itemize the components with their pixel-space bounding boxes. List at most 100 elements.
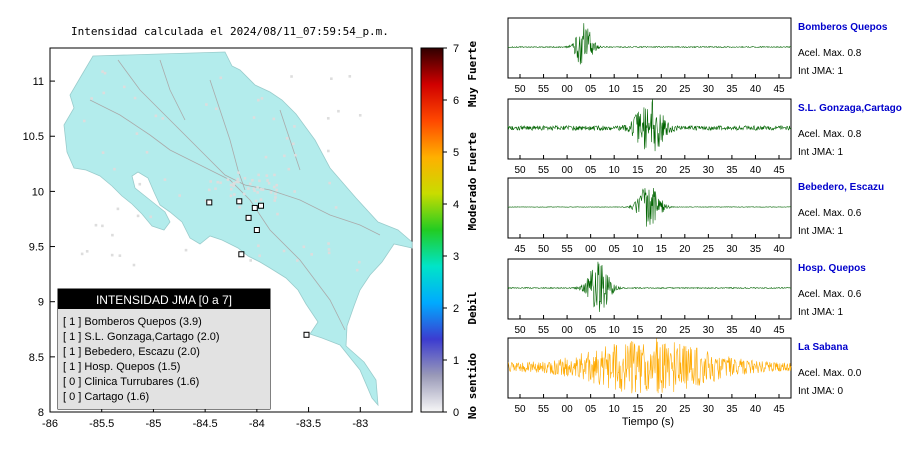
legend-header (58, 289, 270, 309)
waveform-tick-label: 05 (585, 84, 597, 95)
road-network-3 (159, 59, 301, 191)
map-y-ticks: 11 10.5 10 9.5 9 8.5 8 (23, 76, 55, 419)
waveform-panel: 50 55 00 05 10 15 20 25 30 35 40 45 Bomberos Quepos A… (507, 17, 888, 95)
settlement-dot (328, 181, 331, 185)
waveform-tick-label: 30 (726, 244, 738, 255)
waveform-tick-label: 15 (632, 404, 644, 415)
settlement-dot (110, 253, 114, 257)
colorbar-tick-label: 1 (453, 355, 459, 367)
waveform-tick-label: 00 (585, 244, 597, 255)
settlement-dot (293, 190, 296, 193)
settlement-dot (264, 155, 268, 159)
settlement-dot (135, 132, 139, 135)
settlement-dot (163, 178, 167, 181)
waveform-tick-label: 30 (703, 404, 715, 415)
settlement-dot (161, 117, 165, 120)
settlement-dot (247, 187, 250, 190)
waveform-trace (507, 261, 792, 312)
waveform-tick-label: 10 (609, 404, 621, 415)
settlement-dot (229, 187, 233, 191)
waveform-tick-label: 55 (538, 84, 550, 95)
legend-items: [ 1 ] Bomberos Quepos (3.9) [ 1 ] S.L. Go… (63, 316, 220, 403)
max-acceleration: Acel. Max. 0.0 (798, 368, 862, 379)
max-acceleration: Acel. Max. 0.8 (798, 129, 862, 140)
settlement-dot (133, 96, 137, 100)
map-x-tick-label: -83.5 (296, 418, 321, 430)
colorbar-tick-label: 5 (453, 147, 459, 159)
waveform-tick-label: 20 (679, 244, 691, 255)
settlement-dot (258, 179, 261, 183)
settlement-dot (267, 181, 271, 185)
settlement-dot (275, 188, 278, 192)
settlement-dot (216, 180, 220, 184)
settlement-dot (243, 176, 247, 180)
waveform-tick-label: 20 (656, 165, 668, 176)
waveform-tick-label: 35 (726, 325, 738, 336)
settlement-dot (82, 119, 86, 123)
settlement-dot (232, 184, 235, 188)
jma-intensity: Int JMA: 1 (798, 226, 843, 237)
settlement-dot (295, 259, 299, 262)
map-x-ticks: -86 -85.5 -85 -84.5 -84 -83.5 -83 (42, 407, 368, 430)
waveform-tick-label: 20 (656, 325, 668, 336)
settlement-dot (252, 187, 256, 191)
legend-title: INTENSIDAD JMA [0 a 7] (96, 293, 232, 307)
settlement-dot (102, 91, 106, 95)
settlement-dot (229, 183, 233, 187)
settlement-dot (274, 196, 277, 199)
legend-item: [ 1 ] Hosp. Quepos (1.5) (63, 361, 180, 373)
waveform-tick-label: 55 (538, 165, 550, 176)
map-title: Intensidad calculada el 2024/08/11_07:59… (71, 25, 389, 38)
settlement-dots (80, 70, 362, 272)
waveform-tick-label: 50 (514, 165, 526, 176)
colorbar-labels: No sentido Debil Moderado Fuerte Muy Fuerte (466, 41, 479, 420)
waveform-tick-label: 15 (632, 165, 644, 176)
settlement-dot (154, 114, 158, 118)
settlement-dot (251, 178, 254, 182)
settlement-dot (219, 76, 223, 80)
station-marker (303, 331, 310, 338)
settlement-dot (334, 206, 338, 209)
settlement-dot (330, 77, 333, 81)
map-x-tick-label: -85 (145, 418, 161, 430)
station-marker (253, 227, 260, 233)
map-x-tick-label: -84.5 (193, 418, 218, 430)
settlement-dot (256, 191, 259, 194)
settlement-dot (90, 97, 93, 100)
colorbar-tick-label: 7 (453, 43, 459, 55)
waveform-tick-label: 25 (679, 84, 691, 95)
costa-rica-land (63, 51, 413, 407)
waveform-trace (507, 23, 792, 65)
settlement-dot (238, 205, 241, 209)
waveform-tick-label: 05 (585, 325, 597, 336)
settlement-dot (287, 167, 291, 171)
settlement-dot (145, 150, 149, 154)
settlement-dot (274, 192, 277, 196)
road-network-2 (89, 99, 346, 331)
waveform-tick-label: 30 (703, 325, 715, 336)
settlement-dot (355, 268, 359, 272)
settlement-dot (138, 182, 142, 186)
settlement-dot (259, 198, 263, 201)
waveform-panel: 45 50 55 00 05 10 15 20 25 30 35 40 Bebedero, Escazu… (507, 177, 884, 255)
legend-item: [ 1 ] Bomberos Quepos (3.9) (63, 316, 202, 328)
map-y-tick-label: 10.5 (23, 131, 44, 143)
settlement-dot (232, 182, 236, 185)
map-x-tick-label: -85.5 (89, 418, 114, 430)
settlement-dot (348, 75, 352, 78)
settlement-dot (272, 185, 276, 189)
waveform-tick-label: 15 (632, 84, 644, 95)
settlement-dot (293, 125, 296, 128)
colorbar-tick-label: 2 (453, 303, 459, 315)
settlement-dot (276, 212, 279, 216)
settlement-dot (275, 183, 279, 187)
settlement-dot (209, 180, 212, 183)
colorbar-label: Debil (466, 291, 479, 324)
settlement-dot (254, 199, 258, 203)
waveform-tick-label: 10 (632, 244, 644, 255)
waveform-tick-label: 30 (703, 165, 715, 176)
colorbar-label: No sentido (466, 353, 479, 420)
map-y-tick-label: 8 (38, 407, 44, 419)
settlement-dot (226, 178, 230, 181)
waveform-tick-label: 25 (679, 404, 691, 415)
